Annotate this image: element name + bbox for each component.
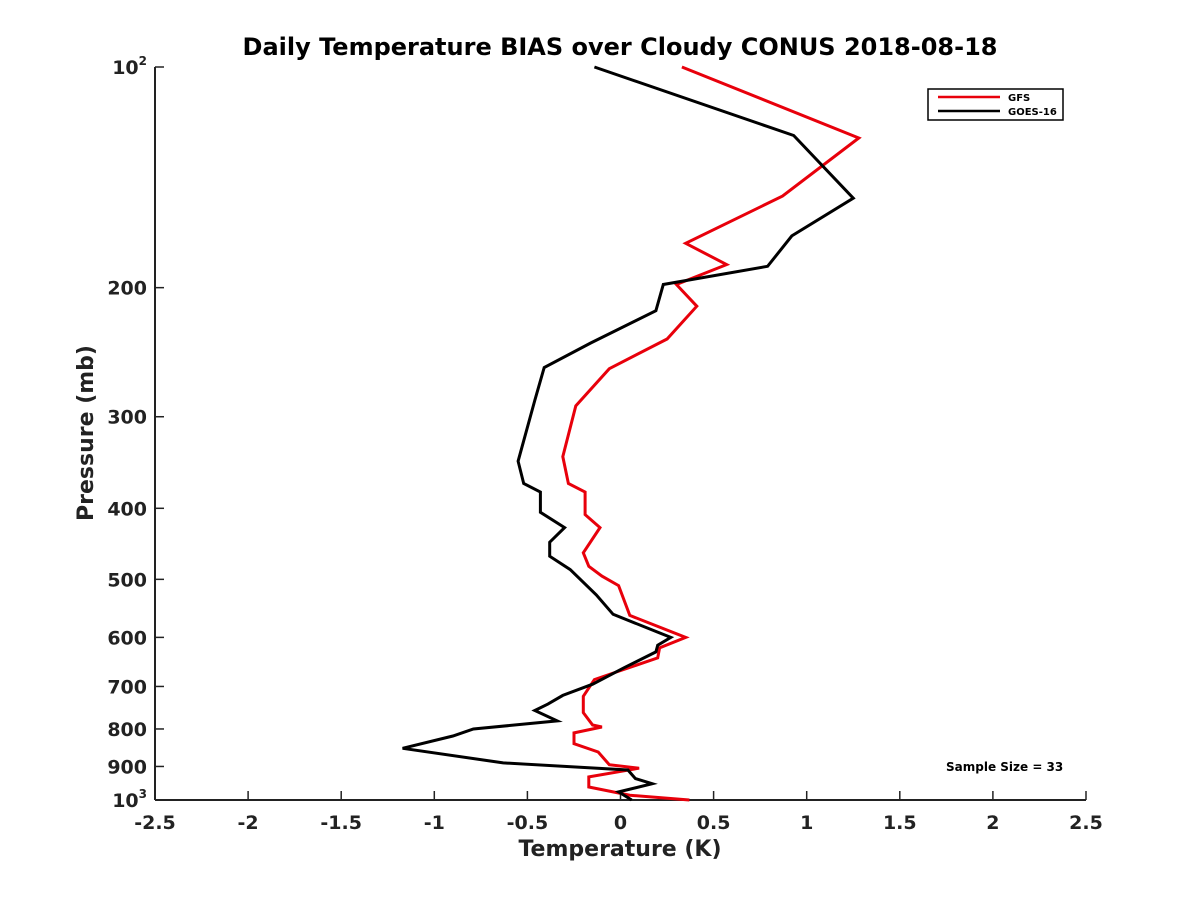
x-tick-label: 2 [986,812,999,834]
x-tick-label: -0.5 [507,812,549,834]
x-tick-label: -1.5 [320,812,362,834]
series-lines [402,65,862,802]
series-line-gfs [561,65,862,802]
x-tick-label: 0 [614,812,627,834]
y-axis-label: Pressure (mb) [74,345,99,521]
series-line-goes16 [402,65,856,802]
y-tick-label: 800 [107,719,147,741]
legend-label-goes16: GOES-16 [1008,107,1057,118]
y-tick-label: 102 [112,54,147,79]
y-tick-label: 200 [107,278,147,300]
x-tick-label: 2.5 [1069,812,1103,834]
y-tick-label: 400 [107,498,147,520]
y-tick-label: 700 [107,676,147,698]
y-tick-label: 600 [107,627,147,649]
y-tick-label: 103 [112,787,147,812]
y-tick-label: 300 [107,407,147,429]
x-tick-label: -1 [424,812,445,834]
chart-title: Daily Temperature BIAS over Cloudy CONUS… [243,33,998,61]
sample-size-annotation: Sample Size = 33 [946,760,1063,774]
y-tick-label: 500 [107,569,147,591]
legend: GFS GOES-16 [927,88,1064,121]
x-tick-label: 1.5 [883,812,917,834]
x-axis-label: Temperature (K) [518,837,721,862]
x-tick-label: 1 [800,812,813,834]
legend-box [927,88,1064,121]
x-tick-label: -2.5 [134,812,176,834]
legend-label-gfs: GFS [1008,93,1030,104]
y-axis: 102 200 300 400 500 600 700 800 900 103 [107,54,164,812]
y-tick-label: 900 [107,756,147,778]
x-axis: -2.5 -2 -1.5 -1 -0.5 0 0.5 1 1.5 2 2.5 [134,791,1103,834]
x-tick-label: 0.5 [697,812,731,834]
x-tick-label: -2 [238,812,259,834]
